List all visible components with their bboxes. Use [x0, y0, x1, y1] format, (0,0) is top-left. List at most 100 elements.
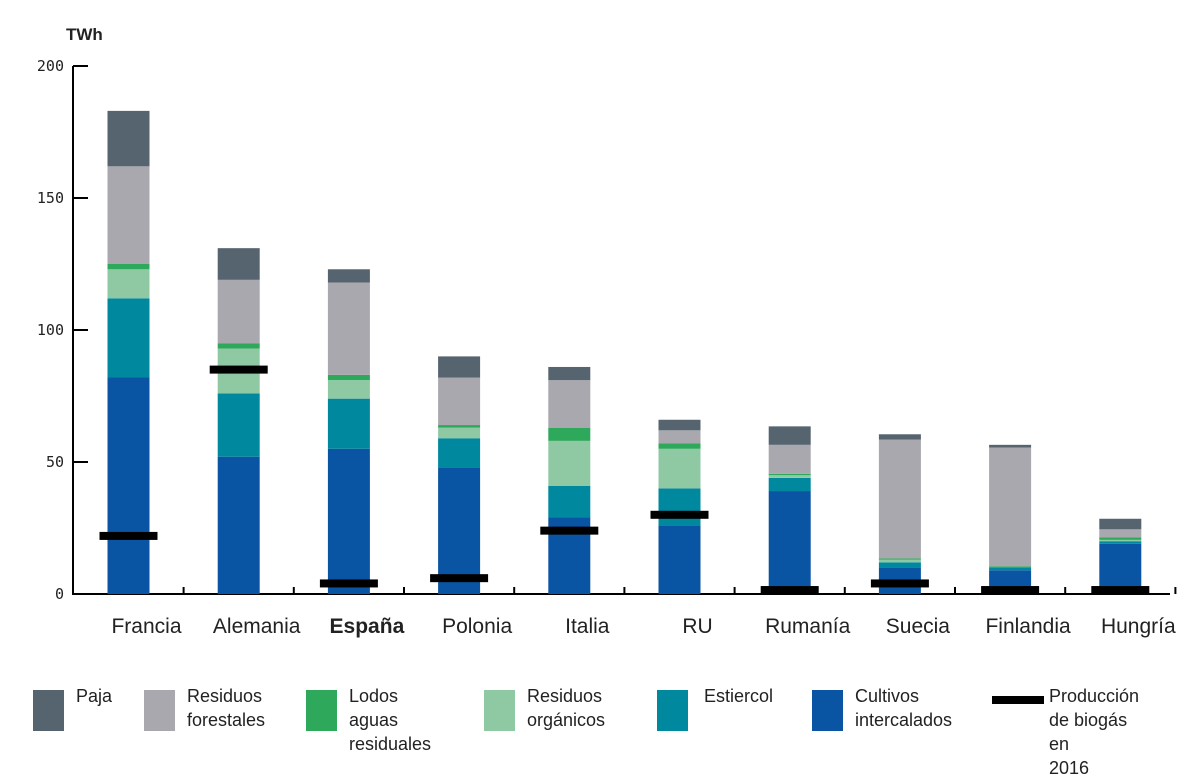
bar-segment — [327, 380, 370, 399]
bar-segment — [768, 426, 811, 445]
legend-text-line: Paja — [76, 686, 113, 706]
bar-segment — [438, 427, 481, 439]
production-mark — [1091, 586, 1150, 595]
bar-segment — [1099, 541, 1142, 544]
legend-label-paja: Paja — [76, 684, 112, 708]
bar-segment — [1099, 537, 1142, 540]
bar-segment — [438, 425, 481, 428]
bar-segment — [548, 380, 591, 428]
y-tick-label: 200 — [37, 57, 64, 75]
legend-text-line: 2016 — [1049, 758, 1090, 778]
legend-swatch-organicos — [484, 690, 515, 731]
production-marks — [99, 365, 1150, 595]
legend-label-organicos: Residuos orgánicos — [527, 684, 605, 732]
production-mark — [760, 586, 819, 595]
y-unit-label: TWh — [66, 25, 103, 44]
bar-segment — [1099, 543, 1142, 594]
bar-segment — [989, 567, 1032, 571]
bar-segment — [878, 439, 921, 559]
bar-segment — [989, 444, 1032, 448]
bar-segment — [107, 264, 150, 270]
bar-segment — [1099, 529, 1142, 538]
legend-label-forestales: Residuos forestales — [187, 684, 265, 732]
bar-segment — [327, 282, 370, 375]
bar-segment — [658, 430, 701, 444]
bar-segment — [658, 448, 701, 489]
bar-segment — [1099, 518, 1142, 530]
bar-segment — [327, 398, 370, 449]
bar-segment — [438, 377, 481, 426]
bar-segment — [548, 427, 591, 441]
category-label: Polonia — [442, 615, 512, 638]
bar-segment — [327, 269, 370, 283]
category-label: Italia — [565, 615, 610, 638]
bar-segment — [768, 444, 811, 474]
legend-swatch-paja — [33, 690, 64, 731]
bar-segment — [107, 166, 150, 264]
legend-text-line: de biogás en — [1049, 710, 1128, 754]
legend-text-line: Residuos — [527, 686, 603, 706]
bar-segment — [548, 485, 591, 518]
y-tick-label: 150 — [37, 189, 64, 207]
bar-segment — [878, 559, 921, 563]
y-tick-label: 100 — [37, 321, 64, 339]
bar-segment — [1099, 539, 1142, 542]
production-mark — [650, 510, 709, 519]
category-label: Suecia — [886, 615, 951, 638]
category-label: RU — [682, 615, 712, 638]
legend-swatch-produccion — [992, 696, 1044, 704]
bar-segment — [438, 438, 481, 468]
bar-segment — [768, 491, 811, 594]
legend-text-line: Lodos aguas — [349, 686, 399, 730]
bar-segment — [548, 366, 591, 381]
category-label: Hungría — [1101, 615, 1176, 638]
legend-text-line: forestales — [187, 710, 266, 730]
bar-segment — [217, 393, 260, 457]
bar-segment — [989, 447, 1032, 567]
legend-label-produccion: Producción de biogás en 2016 — [1049, 684, 1139, 780]
legend-text-line: orgánicos — [527, 710, 606, 730]
category-label: Francia — [111, 615, 181, 638]
production-mark — [540, 526, 599, 535]
bar-segment — [107, 110, 150, 167]
bar-segment — [438, 467, 481, 594]
bar-segment — [658, 525, 701, 594]
category-label: España — [330, 615, 405, 638]
category-labels: Francia Alemania España Polonia Italia RU Ruma… — [111, 615, 1175, 638]
legend-text-line: Cultivos — [855, 686, 920, 706]
bar-segment — [768, 475, 811, 478]
bar-segment — [327, 374, 370, 381]
legend-text-line: intercalados — [855, 710, 953, 730]
category-label: Finlandia — [985, 615, 1071, 638]
bar-segment — [107, 269, 150, 299]
production-mark — [319, 579, 378, 588]
category-label: Alemania — [213, 615, 301, 638]
bar-segment — [327, 448, 370, 594]
y-tick-label: 50 — [46, 453, 64, 471]
bar-segment — [217, 279, 260, 344]
bar-segment — [658, 488, 701, 526]
legend-swatch-forestales — [144, 690, 175, 731]
production-mark — [430, 574, 489, 583]
production-mark — [870, 579, 929, 588]
legend-swatch-estiercol — [657, 690, 688, 731]
bar-segment — [107, 377, 150, 594]
legend-label-lodos: Lodos aguas residuales — [349, 684, 431, 756]
bar-segment — [989, 566, 1032, 568]
legend-label-cultivos: Cultivos intercalados — [855, 684, 952, 732]
bar-segment — [217, 248, 260, 280]
bar-segment — [217, 343, 260, 349]
bar-segment — [658, 443, 701, 449]
legend-text-line: Residuos — [187, 686, 263, 706]
legend-swatch-cultivos — [812, 690, 843, 731]
legend-text-line: Producción — [1049, 686, 1140, 706]
bar-segment — [438, 356, 481, 378]
bar-segment — [548, 440, 591, 486]
bar-segment — [878, 558, 921, 560]
bar-segment — [658, 419, 701, 431]
bars — [107, 110, 1142, 594]
legend-text-line: residuales — [349, 734, 432, 754]
bar-segment — [107, 298, 150, 378]
category-label: Rumanía — [765, 615, 851, 638]
bar-segment — [217, 456, 260, 594]
